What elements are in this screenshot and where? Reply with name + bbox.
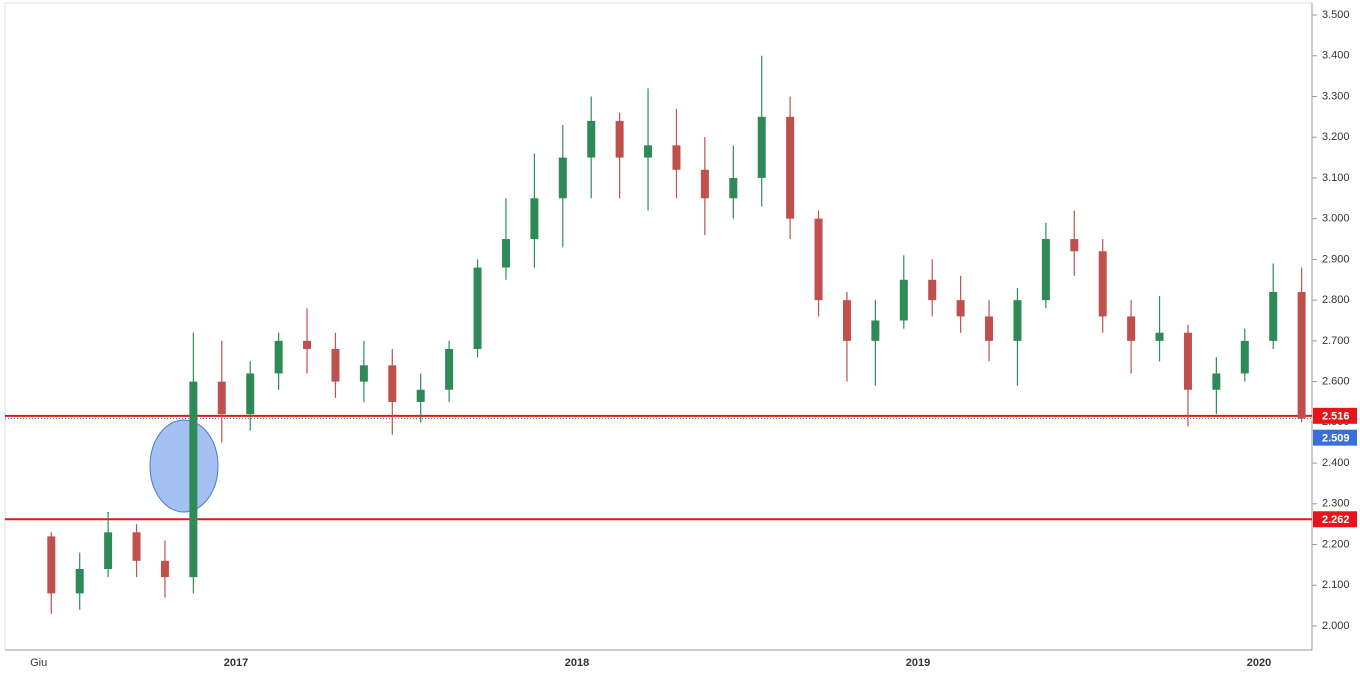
y-tick-label: 2.200 xyxy=(1322,538,1350,550)
candle-body xyxy=(303,340,312,350)
candle-body xyxy=(700,169,709,199)
candle-body xyxy=(1269,291,1278,341)
candle-body xyxy=(160,560,169,578)
candle-body xyxy=(1155,332,1164,341)
candle-body xyxy=(331,349,340,382)
x-tick-label: 2018 xyxy=(565,657,589,669)
candle-body xyxy=(473,267,482,350)
candle-body xyxy=(132,532,141,561)
y-tick-label: 2.900 xyxy=(1322,253,1350,265)
x-tick-label: Giu xyxy=(30,657,47,669)
y-tick-label: 3.200 xyxy=(1322,131,1350,143)
candle-body xyxy=(558,157,567,199)
candle-body xyxy=(842,300,851,341)
candle-body xyxy=(1240,340,1249,374)
highlight-ellipse xyxy=(149,419,219,513)
y-tick-label: 3.400 xyxy=(1322,50,1350,62)
y-tick-label: 2.300 xyxy=(1322,498,1350,510)
y-tick-label: 3.300 xyxy=(1322,90,1350,102)
candle-body xyxy=(672,145,681,170)
y-tick-label: 2.100 xyxy=(1322,579,1350,591)
candle-body xyxy=(1041,239,1050,301)
candle-body xyxy=(530,198,539,240)
candle-body xyxy=(1098,251,1107,317)
candle-body xyxy=(246,373,255,415)
price-tag-bg xyxy=(1313,407,1357,424)
candle-body xyxy=(1070,239,1079,252)
candle-body xyxy=(814,218,823,301)
candle-body xyxy=(729,177,738,199)
candle-body xyxy=(1297,291,1306,419)
candle-body xyxy=(217,381,226,415)
y-tick-label: 2.700 xyxy=(1322,335,1350,347)
price-tag-bg xyxy=(1313,429,1357,446)
candle-body xyxy=(445,349,454,390)
candle-body xyxy=(359,365,368,382)
candle-body xyxy=(985,316,994,341)
candle-body xyxy=(416,389,425,402)
last-price-tag: 2.509 xyxy=(1322,433,1350,445)
candle-body xyxy=(587,120,596,158)
candle-body xyxy=(189,381,198,578)
candle-body xyxy=(1183,332,1192,390)
price-tag: 2.262 xyxy=(1322,514,1350,526)
candle-body xyxy=(644,145,653,158)
candle-body xyxy=(388,365,397,402)
candle-body xyxy=(47,536,56,594)
y-tick-label: 2.000 xyxy=(1322,620,1350,632)
y-tick-label: 3.500 xyxy=(1322,9,1350,21)
price-tag: 2.516 xyxy=(1322,411,1350,423)
candle-body xyxy=(1013,300,1022,341)
candle-body xyxy=(501,239,510,268)
y-tick-label: 3.000 xyxy=(1322,213,1350,225)
candle-body xyxy=(871,320,880,341)
candle-body xyxy=(104,532,113,569)
x-tick-label: 2019 xyxy=(906,657,930,669)
y-tick-label: 2.600 xyxy=(1322,376,1350,388)
candle-body xyxy=(75,568,84,594)
x-tick-label: 2020 xyxy=(1247,657,1271,669)
candle-body xyxy=(956,300,965,317)
price-tag-bg xyxy=(1313,511,1357,528)
candle-body xyxy=(615,120,624,158)
y-tick-label: 2.400 xyxy=(1322,457,1350,469)
candle-body xyxy=(899,279,908,321)
candle-body xyxy=(1127,316,1136,341)
x-tick-label: 2017 xyxy=(224,657,248,669)
y-tick-label: 2.800 xyxy=(1322,294,1350,306)
y-tick-label: 3.100 xyxy=(1322,172,1350,184)
candle-body xyxy=(786,116,795,219)
plot-frame xyxy=(4,2,1313,651)
candle-body xyxy=(274,340,283,374)
candle-body xyxy=(1212,373,1221,390)
candle-body xyxy=(757,116,766,178)
candle-body xyxy=(928,279,937,301)
